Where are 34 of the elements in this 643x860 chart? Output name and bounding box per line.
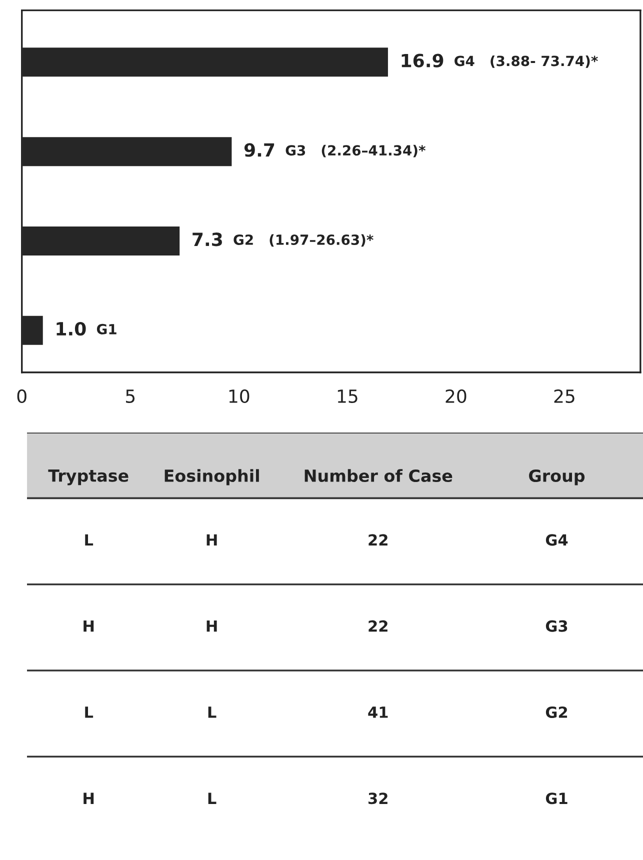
text: H [206, 534, 217, 546]
annotation: G3 (2.26–41.34)* [286, 144, 426, 158]
text: 32 [368, 792, 388, 804]
x-tick-label: 25 [554, 389, 574, 404]
annotation: G2 (1.97–26.63)* [234, 234, 374, 247]
data-label: 9.7 [244, 143, 274, 157]
text: Number of Case [304, 469, 452, 482]
text: 22 [368, 534, 388, 546]
text: H [84, 620, 94, 632]
text: G3 [546, 620, 568, 632]
data-label: 7.3 [192, 232, 222, 246]
text: H [84, 792, 94, 804]
text: G4 [546, 534, 568, 546]
text: L [85, 706, 94, 718]
x-tick-label: 20 [446, 389, 466, 404]
annotation: G4 (3.88- 73.74)* [454, 55, 598, 68]
x-tick-label: 0 [17, 389, 26, 404]
data-label: 1.0 [56, 322, 86, 336]
text: 22 [368, 620, 388, 632]
x-tick-label: 15 [338, 390, 358, 404]
x-tick-label: 5 [126, 390, 135, 404]
text: Tryptase [48, 470, 128, 486]
x-tick-label: 10 [229, 389, 250, 404]
text: G1 [546, 792, 568, 804]
annotation: G1 [96, 324, 116, 334]
text: L [208, 706, 216, 718]
text: 41 [368, 706, 388, 718]
text: L [208, 792, 216, 804]
text: H [206, 620, 217, 632]
text: L [85, 534, 94, 546]
text: G2 [546, 706, 568, 718]
data-label: 16.9 [402, 54, 444, 68]
text: Group [529, 469, 585, 486]
text: Eosinophil [164, 469, 259, 486]
